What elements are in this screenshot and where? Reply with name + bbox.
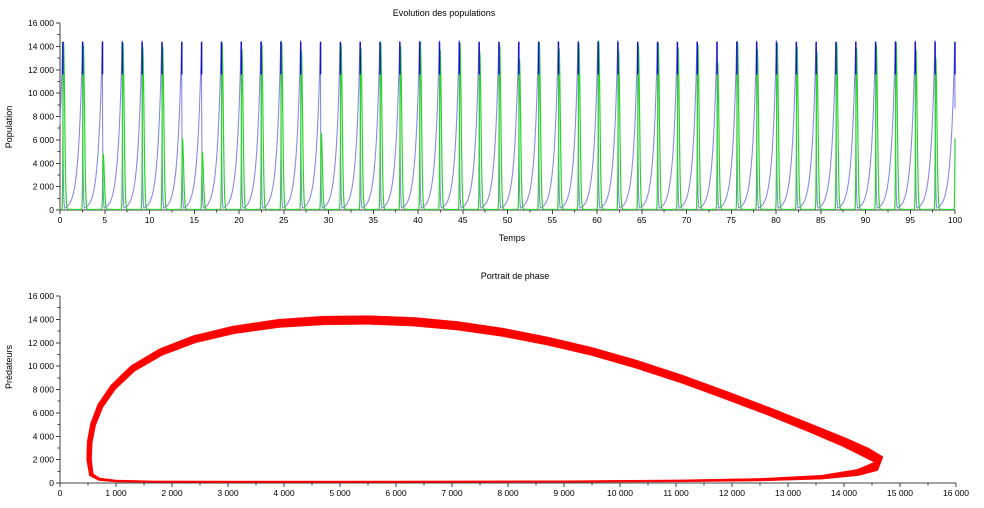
- x-tick-label: 80: [771, 215, 781, 225]
- y-tick-label: 8 000: [33, 385, 55, 395]
- x-tick-label: 0: [58, 488, 63, 498]
- populations-plot: 0 5 10 15 20 25 30 35 40 45 50 55 60 65 70 75 80 85 90 95 10…: [28, 18, 962, 225]
- x-tick-label: 100: [948, 215, 962, 225]
- x-tick-label: 11 000: [663, 488, 689, 498]
- x-tick-label: 8 000: [497, 488, 519, 498]
- x-tick-label: 15 000: [887, 488, 913, 498]
- x-tick-label: 3 000: [217, 488, 239, 498]
- ticks: [56, 22, 956, 214]
- y-tick-label: 14 000: [28, 41, 54, 51]
- x-tick-label: 5 000: [329, 488, 351, 498]
- x-tick-label: 35: [369, 215, 379, 225]
- x-tick-label: 25: [279, 215, 289, 225]
- x-tick-label: 30: [324, 215, 334, 225]
- axis-lines: [59, 296, 956, 484]
- phase-ylabel: Prédateurs: [4, 344, 14, 390]
- x-tick-label: 10: [145, 215, 155, 225]
- x-tick-label: 70: [682, 215, 692, 225]
- x-tick-label: 9 000: [553, 488, 575, 498]
- y-tick-label: 6 000: [33, 135, 55, 145]
- x-tick-label: 4 000: [273, 488, 295, 498]
- y-tick-label: 16 000: [28, 18, 54, 28]
- predator-line: [59, 40, 956, 211]
- tick-labels: 0 5 10 15 20 25 30 35 40 45 50 55 60 65 70 75 80 85 90 95 10…: [28, 18, 962, 225]
- x-tick-label: 95: [906, 215, 916, 225]
- y-tick-label: 0: [49, 478, 54, 488]
- y-tick-label: 14 000: [28, 314, 54, 324]
- y-tick-label: 6 000: [33, 408, 55, 418]
- x-tick-label: 60: [592, 215, 602, 225]
- x-tick-label: 5: [102, 215, 107, 225]
- y-tick-label: 10 000: [28, 88, 54, 98]
- x-tick-label: 65: [637, 215, 647, 225]
- x-tick-label: 55: [548, 215, 558, 225]
- populations-ylabel: Population: [4, 105, 14, 149]
- x-tick-label: 0: [58, 215, 63, 225]
- x-tick-label: 10 000: [607, 488, 633, 498]
- populations-title: Evolution des populations: [392, 8, 496, 18]
- y-tick-label: 2 000: [33, 182, 55, 192]
- ticks: [56, 295, 957, 487]
- x-tick-label: 13 000: [775, 488, 801, 498]
- x-tick-label: 15: [190, 215, 200, 225]
- y-tick-label: 8 000: [33, 112, 55, 122]
- x-tick-label: 45: [458, 215, 468, 225]
- y-tick-label: 16 000: [28, 291, 54, 301]
- x-tick-label: 14 000: [831, 488, 857, 498]
- x-tick-label: 2 000: [161, 488, 183, 498]
- prey-crash-caps: [62, 41, 956, 75]
- x-tick-label: 6 000: [385, 488, 407, 498]
- y-tick-label: 10 000: [28, 361, 54, 371]
- x-tick-label: 16 000: [943, 488, 969, 498]
- y-tick-label: 4 000: [33, 158, 55, 168]
- y-tick-label: 0: [49, 205, 54, 215]
- populations-xlabel: Temps: [498, 233, 526, 243]
- y-tick-label: 4 000: [33, 431, 55, 441]
- phase-plot: 0 1 000 2 000 3 000 4 000 5 000 6 000 7 000 8 00…: [28, 291, 969, 498]
- x-tick-label: 40: [413, 215, 423, 225]
- x-tick-label: 7 000: [441, 488, 463, 498]
- x-tick-label: 85: [816, 215, 826, 225]
- x-tick-label: 75: [727, 215, 737, 225]
- y-tick-label: 12 000: [28, 338, 54, 348]
- phase-title: Portrait de phase: [480, 271, 550, 281]
- y-tick-label: 12 000: [28, 65, 54, 75]
- x-tick-label: 90: [861, 215, 871, 225]
- x-tick-label: 12 000: [719, 488, 745, 498]
- tick-labels: 0 1 000 2 000 3 000 4 000 5 000 6 000 7 000 8 00…: [28, 291, 969, 498]
- x-tick-label: 20: [234, 215, 244, 225]
- prey-line: [59, 39, 956, 209]
- x-tick-label: 50: [503, 215, 513, 225]
- x-tick-label: 1 000: [105, 488, 127, 498]
- limit-cycle-band: [86, 315, 884, 483]
- y-tick-label: 2 000: [33, 455, 55, 465]
